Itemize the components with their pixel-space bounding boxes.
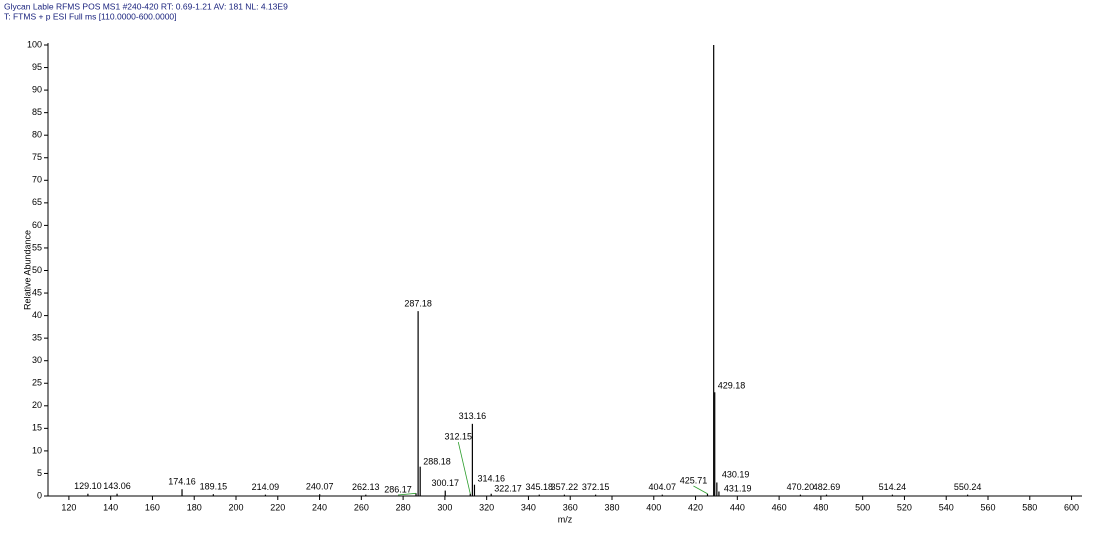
y-tick-label: 25 [32, 378, 42, 388]
x-tick-label: 420 [688, 502, 703, 512]
header-line: T: FTMS + p ESI Full ms [110.0000-600.00… [4, 11, 177, 21]
peak-label: 404.07 [649, 482, 677, 492]
peak-label: 430.19 [722, 469, 750, 479]
x-tick-label: 260 [354, 502, 369, 512]
y-tick-label: 55 [32, 242, 42, 252]
y-tick-label: 85 [32, 107, 42, 117]
y-tick-label: 60 [32, 220, 42, 230]
y-tick-label: 15 [32, 423, 42, 433]
y-axis-title: Relative Abundance [22, 230, 32, 310]
x-tick-label: 120 [61, 502, 76, 512]
peak-label: 240.07 [306, 482, 334, 492]
y-tick-label: 80 [32, 130, 42, 140]
peak-label: 314.16 [477, 473, 505, 483]
peak-label: 425.71 [680, 475, 708, 485]
y-tick-label: 100 [27, 39, 42, 49]
peak-label: 189.15 [200, 482, 228, 492]
peak-label: 345.18 [525, 482, 553, 492]
peak-label: 372.15 [582, 482, 610, 492]
peak-label: 514.24 [879, 482, 907, 492]
y-tick-label: 40 [32, 310, 42, 320]
x-tick-label: 200 [228, 502, 243, 512]
y-tick-label: 30 [32, 355, 42, 365]
x-tick-label: 400 [646, 502, 661, 512]
peak-label: 482.69 [813, 482, 841, 492]
x-tick-label: 360 [563, 502, 578, 512]
x-tick-label: 460 [772, 502, 787, 512]
y-tick-label: 0 [37, 490, 42, 500]
x-tick-label: 240 [312, 502, 327, 512]
peak-label: 313.16 [459, 411, 487, 421]
x-axis-title: m/z [558, 514, 573, 524]
header-line: Glycan Lable RFMS POS MS1 #240-420 RT: 0… [4, 1, 288, 11]
x-tick-label: 540 [939, 502, 954, 512]
x-tick-label: 340 [521, 502, 536, 512]
peak-label: 286.17 [384, 484, 412, 494]
y-tick-label: 50 [32, 265, 42, 275]
x-tick-label: 560 [980, 502, 995, 512]
y-tick-label: 5 [37, 468, 42, 478]
y-tick-label: 70 [32, 175, 42, 185]
peak-label: 143.06 [103, 481, 131, 491]
peak-label: 174.16 [168, 477, 196, 487]
peak-label: 129.10 [74, 481, 102, 491]
peak-label: 262.13 [352, 482, 380, 492]
x-tick-label: 320 [479, 502, 494, 512]
peak-label: 214.09 [252, 482, 280, 492]
peak-label: 322.17 [494, 483, 522, 493]
peak-label: 470.20 [787, 482, 815, 492]
y-tick-label: 65 [32, 197, 42, 207]
peak-label: 300.17 [431, 478, 459, 488]
y-tick-label: 35 [32, 333, 42, 343]
peak-label: 429.18 [718, 380, 746, 390]
x-tick-label: 140 [103, 502, 118, 512]
x-tick-label: 160 [145, 502, 160, 512]
peak-label: 550.24 [954, 482, 982, 492]
leader-line [397, 492, 417, 496]
peak-label: 288.18 [423, 456, 451, 466]
peak-label: 431.19 [724, 483, 752, 493]
leader-line [457, 441, 471, 494]
leader-line [693, 485, 708, 495]
y-tick-label: 45 [32, 287, 42, 297]
y-tick-label: 95 [32, 62, 42, 72]
x-tick-label: 600 [1064, 502, 1079, 512]
x-tick-label: 480 [813, 502, 828, 512]
peak-label: 357.22 [551, 482, 579, 492]
x-tick-label: 220 [270, 502, 285, 512]
x-tick-label: 500 [855, 502, 870, 512]
y-tick-label: 10 [32, 445, 42, 455]
peak-label: 312.15 [445, 431, 473, 441]
peak-label: 287.18 [404, 298, 432, 308]
x-tick-label: 520 [897, 502, 912, 512]
x-tick-label: 440 [730, 502, 745, 512]
x-tick-label: 300 [437, 502, 452, 512]
x-tick-label: 580 [1022, 502, 1037, 512]
x-tick-label: 180 [187, 502, 202, 512]
y-tick-label: 20 [32, 400, 42, 410]
y-tick-label: 90 [32, 84, 42, 94]
x-tick-label: 380 [604, 502, 619, 512]
y-tick-label: 75 [32, 152, 42, 162]
x-tick-label: 280 [396, 502, 411, 512]
